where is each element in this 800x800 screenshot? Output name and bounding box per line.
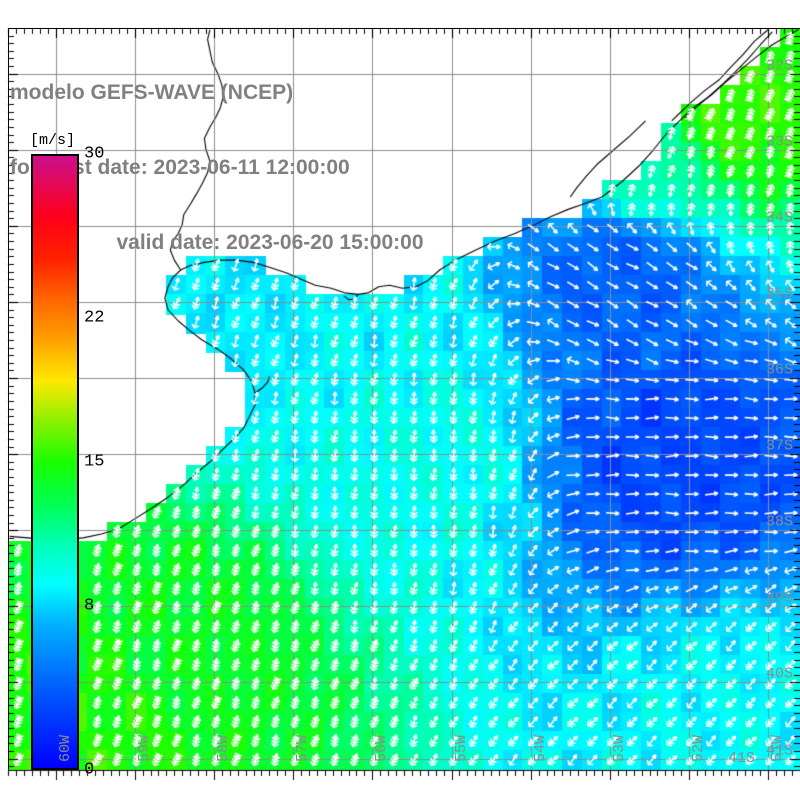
latitude-label-33S: 33S — [766, 133, 794, 151]
longitude-label-52W: 52W — [690, 734, 708, 762]
latitude-label-40S: 40S — [766, 665, 794, 683]
colorbar-tick-0: 0 — [84, 760, 95, 780]
latitude-label-38S: 38S — [766, 513, 794, 531]
latitude-label-39S: 39S — [766, 589, 794, 607]
colorbar-units-label: [m/s] — [30, 132, 76, 149]
longitude-label-60W: 60W — [56, 734, 74, 762]
colorbar-tick-30: 30 — [84, 144, 105, 164]
colorbar-legend — [31, 154, 79, 770]
corner-latitude-label: 41S — [728, 750, 756, 767]
longitude-label-57W: 57W — [294, 734, 312, 762]
colorbar-gradient — [31, 154, 79, 770]
longitude-label-54W: 54W — [531, 734, 549, 762]
latitude-label-41S: 41S — [766, 742, 794, 760]
latitude-label-34S: 34S — [766, 209, 794, 227]
latitude-label-37S: 37S — [766, 437, 794, 455]
model-title: modelo GEFS-WAVE (NCEP) — [10, 81, 294, 104]
longitude-label-55W: 55W — [452, 734, 470, 762]
latitude-label-35S: 35S — [766, 285, 794, 303]
longitude-label-56W: 56W — [373, 734, 391, 762]
colorbar-tick-15: 15 — [84, 452, 105, 472]
longitude-label-51W: 51W — [769, 734, 787, 762]
longitude-label-59W: 59W — [135, 734, 153, 762]
latitude-label-32S: 32S — [766, 57, 794, 75]
latitude-label-36S: 36S — [766, 361, 794, 379]
longitude-label-58W: 58W — [214, 734, 232, 762]
longitude-label-53W: 53W — [610, 734, 628, 762]
map-title-block: modelo GEFS-WAVE (NCEP) forecast date: 2… — [10, 30, 530, 305]
colorbar-tick-8: 8 — [84, 596, 95, 616]
valid-date-text: valid date: 2023-06-20 15:00:00 — [116, 231, 424, 254]
colorbar-tick-22: 22 — [84, 308, 105, 328]
